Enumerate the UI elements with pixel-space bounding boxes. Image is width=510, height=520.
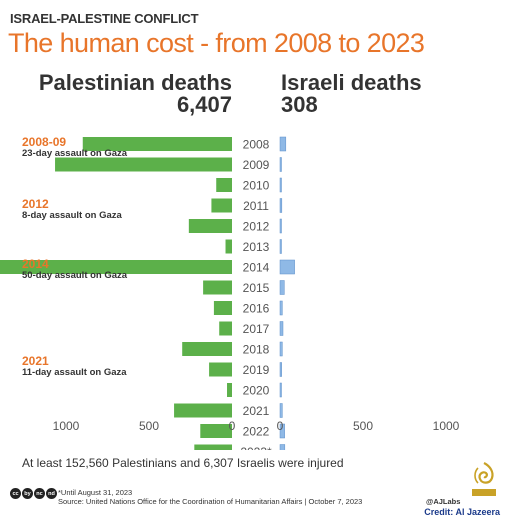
source-line: Source: United Nations Office for the Co… — [58, 497, 363, 506]
palestinian-bar-6 — [0, 260, 233, 274]
annotation-year: 2012 — [22, 197, 49, 211]
footnote: *Until August 31, 2023 — [58, 488, 133, 497]
palestinian-bar-0 — [82, 137, 233, 151]
year-label-12: 2020 — [243, 384, 270, 398]
annotation-2014: 2014 50-day assault on Gaza — [22, 258, 127, 281]
israeli-bar-0 — [279, 136, 287, 152]
israeli-bar-2 — [279, 177, 282, 193]
annotation-2008: 2008-09 23-day assault on Gaza — [22, 136, 127, 159]
year-label-3: 2011 — [243, 199, 269, 213]
israeli-bar-8 — [279, 300, 283, 316]
palestinian-bar-14 — [200, 424, 232, 438]
palestinian-total: 6,407 — [176, 92, 232, 117]
annotation-text: 8-day assault on Gaza — [22, 210, 122, 221]
israeli-bar-1 — [279, 157, 282, 172]
year-label-14: 2022 — [243, 425, 270, 439]
year-label-4: 2012 — [243, 220, 270, 234]
year-label-11: 2019 — [243, 363, 270, 377]
israeli-bar-14 — [279, 423, 285, 439]
palestinian-bar-4 — [188, 219, 232, 233]
year-label-7: 2015 — [243, 281, 270, 295]
israeli-bar-15 — [279, 444, 286, 450]
palestinian-bar-2 — [216, 178, 232, 192]
year-label-9: 2017 — [243, 322, 270, 336]
palestinian-bar-10 — [182, 342, 232, 356]
license-badge[interactable]: cc by nc nd — [10, 488, 57, 499]
israeli-bar-13 — [279, 403, 283, 418]
israeli-bar-11 — [279, 362, 282, 377]
palestinian-bar-5 — [225, 239, 232, 254]
israeli-bar-9 — [279, 321, 284, 336]
nc-icon: nc — [34, 488, 45, 499]
israeli-bar-4 — [279, 218, 282, 234]
year-label-6: 2014 — [243, 261, 270, 275]
footer: cc by nc nd *Until August 31, 2023 Sourc… — [10, 462, 502, 517]
right-axis-tick-1: 500 — [353, 419, 373, 433]
year-label-2: 2010 — [243, 179, 270, 193]
israeli-bar-5 — [279, 239, 282, 254]
right-axis-tick-2: 1000 — [433, 419, 460, 433]
israeli-bar-6 — [279, 259, 295, 275]
al-jazeera-logo-icon — [472, 462, 496, 496]
left-axis-tick-4: 0 — [229, 419, 236, 433]
page-title: The human cost - from 2008 to 2023 — [8, 28, 425, 58]
annotation-2012: 2012 8-day assault on Gaza — [22, 198, 122, 221]
israeli-bar-7 — [279, 280, 285, 295]
annotation-text: 50-day assault on Gaza — [22, 270, 128, 281]
annotation-2021: 2021 11-day assault on Gaza — [22, 355, 127, 378]
year-label-13: 2021 — [243, 404, 270, 418]
annotation-year: 2014 — [22, 257, 49, 271]
israeli-bar-3 — [279, 198, 283, 213]
palestinian-bar-9 — [219, 321, 232, 336]
israeli-bar-10 — [279, 341, 283, 357]
year-label-15: 2023* — [240, 445, 272, 450]
nd-icon: nd — [46, 488, 57, 499]
year-label-10: 2018 — [243, 343, 270, 357]
butterfly-chart: 2008 2009 2010 2011 2012 2013 2014 2015 2016 2017… — [0, 136, 460, 450]
cc-icon: cc — [10, 488, 21, 499]
credit-line: Credit: Al Jazeera — [424, 507, 500, 517]
palestinian-bar-3 — [211, 198, 232, 213]
palestinian-bar-7 — [203, 280, 232, 295]
israeli-total: 308 — [281, 92, 318, 117]
palestinian-bar-12 — [227, 383, 232, 397]
by-icon: by — [22, 488, 33, 499]
palestinian-bar-8 — [213, 301, 232, 315]
israeli-bar-12 — [279, 382, 282, 398]
year-label-1: 2009 — [243, 158, 270, 172]
aj-labs-handle[interactable]: @AJLabs — [426, 497, 461, 506]
left-axis-tick-3: 500 — [139, 419, 159, 433]
palestinian-bar-1 — [55, 157, 232, 172]
annotation-text: 23-day assault on Gaza — [22, 148, 128, 159]
annotation-year: 2021 — [22, 354, 49, 368]
annotation-year: 2008-09 — [22, 135, 67, 149]
year-label-0: 2008 — [243, 138, 270, 152]
palestinian-series-label: Palestinian deaths — [38, 70, 232, 95]
palestinian-bar-13 — [174, 403, 232, 418]
year-label-8: 2016 — [243, 302, 270, 316]
palestinian-bar-15 — [194, 444, 232, 450]
palestinian-bar-11 — [209, 362, 232, 377]
annotation-text: 11-day assault on Gaza — [22, 367, 127, 378]
kicker: ISRAEL-PALESTINE CONFLICT — [10, 11, 199, 26]
injured-note: At least 152,560 Palestinians and 6,307 … — [22, 456, 344, 470]
year-label-5: 2013 — [243, 240, 270, 254]
right-axis-tick-0: 0 — [277, 419, 284, 433]
israeli-series-label: Israeli deaths — [281, 70, 422, 95]
left-axis-tick-2: 1000 — [53, 419, 80, 433]
